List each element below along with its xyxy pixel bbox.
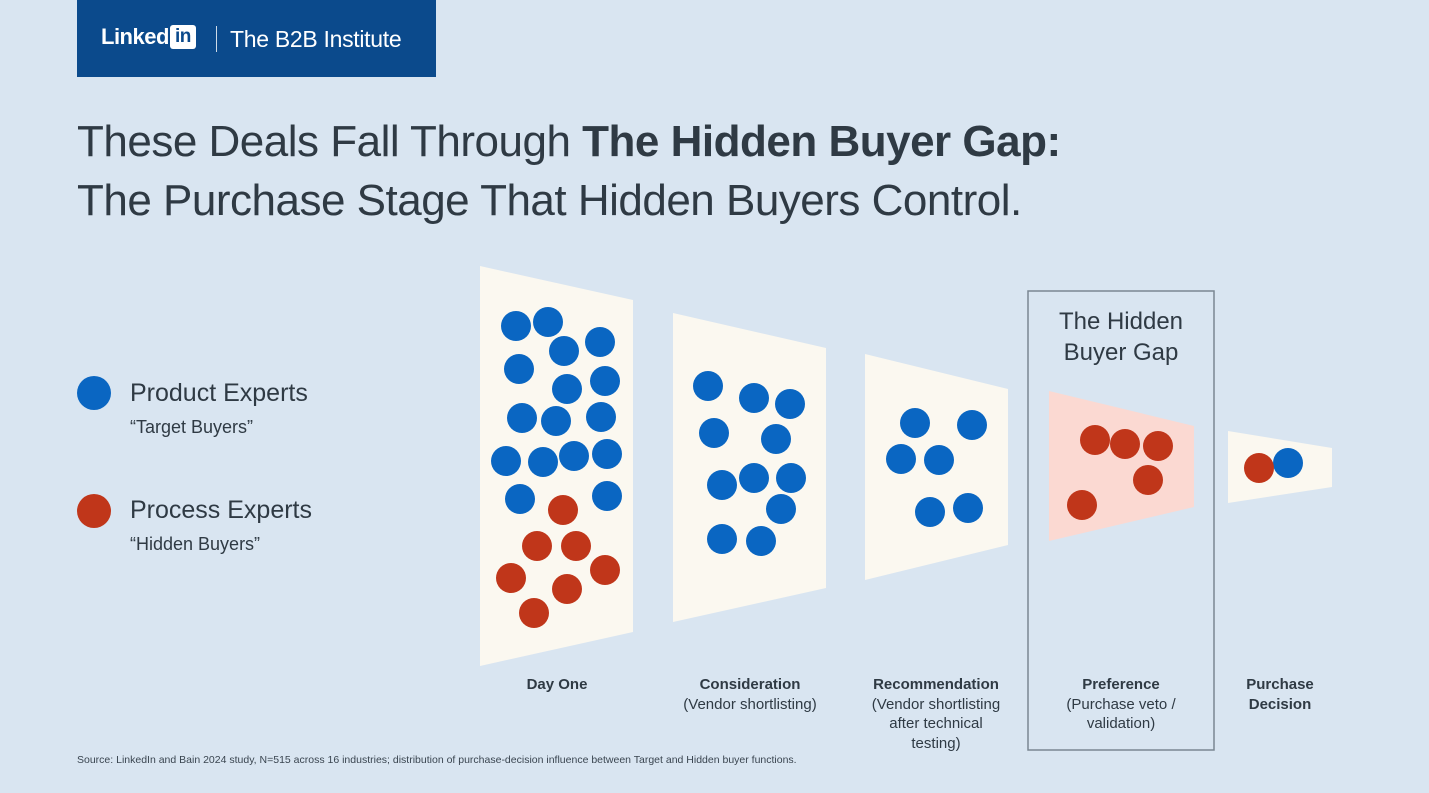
stage-label-recommendation: Recommendation (Vendor shortlisting afte… bbox=[856, 675, 1016, 753]
target-buyer-dot bbox=[915, 497, 945, 527]
legend-subtitle: “Target Buyers” bbox=[130, 417, 254, 437]
target-buyer-dot bbox=[541, 406, 571, 436]
brand-header: Linked in The B2B Institute bbox=[77, 0, 436, 77]
hidden-buyer-dot bbox=[1067, 490, 1097, 520]
target-buyer-dot bbox=[559, 441, 589, 471]
target-buyer-dot bbox=[707, 524, 737, 554]
stage-name: Consideration bbox=[699, 676, 801, 693]
target-buyer-dot bbox=[886, 444, 916, 474]
stage-name: Day One bbox=[526, 676, 588, 693]
target-buyer-dot bbox=[549, 336, 579, 366]
gap-label-line1: The Hidden bbox=[1058, 308, 1184, 335]
hidden-buyer-gap-label: The Hidden Buyer Gap bbox=[1030, 306, 1212, 368]
stage-name: Recommendation bbox=[873, 676, 999, 693]
target-buyer-dot bbox=[528, 447, 558, 477]
stage-name: Purchase bbox=[1246, 676, 1314, 693]
target-buyer-dot bbox=[507, 403, 537, 433]
target-buyer-dot bbox=[746, 526, 776, 556]
stage-detail: (Vendor shortlisting) bbox=[683, 695, 817, 713]
hidden-buyer-dot bbox=[1110, 429, 1140, 459]
hidden-buyer-dot bbox=[496, 563, 526, 593]
target-buyer-dot bbox=[900, 408, 930, 438]
stage-panel-preference bbox=[1049, 391, 1194, 541]
target-buyer-dot bbox=[505, 484, 535, 514]
stage-label-preference: Preference (Purchase veto / validation) bbox=[1041, 675, 1201, 734]
target-buyer-dot bbox=[776, 463, 806, 493]
hidden-buyer-dot bbox=[519, 598, 549, 628]
linkedin-logo: Linked in bbox=[101, 24, 196, 50]
hidden-buyer-dot bbox=[590, 555, 620, 585]
stage-label-day-one: Day One bbox=[497, 675, 617, 695]
stage-detail: (Vendor shortlisting bbox=[871, 695, 1001, 713]
target-buyer-dot bbox=[491, 446, 521, 476]
target-buyer-dot bbox=[585, 327, 615, 357]
title-line1-normal: These Deals Fall Through bbox=[77, 117, 583, 166]
product-expert-dot bbox=[77, 376, 111, 410]
brand-divider bbox=[216, 26, 217, 52]
hidden-buyer-dot bbox=[552, 574, 582, 604]
legend-subtitle: “Hidden Buyers” bbox=[130, 534, 261, 554]
stage-label-consideration: Consideration (Vendor shortlisting) bbox=[670, 675, 830, 714]
stage-name-line2: Decision bbox=[1248, 695, 1312, 713]
target-buyer-dot bbox=[761, 424, 791, 454]
hidden-buyer-dot bbox=[1080, 425, 1110, 455]
target-buyer-dot bbox=[533, 307, 563, 337]
target-buyer-dot bbox=[953, 493, 983, 523]
target-buyer-dot bbox=[592, 439, 622, 469]
target-buyer-dot bbox=[1273, 448, 1303, 478]
stage-label-purchase-decision: Purchase Decision bbox=[1220, 675, 1340, 714]
stage-name: Preference bbox=[1082, 676, 1160, 693]
stage-detail: (Purchase veto / bbox=[1066, 695, 1176, 713]
stage-detail: validation) bbox=[1086, 715, 1156, 732]
target-buyer-dot bbox=[586, 402, 616, 432]
hidden-buyer-dot bbox=[522, 531, 552, 561]
target-buyer-dot bbox=[552, 374, 582, 404]
target-buyer-dot bbox=[957, 410, 987, 440]
target-buyer-dot bbox=[739, 383, 769, 413]
process-expert-dot bbox=[77, 494, 111, 528]
hidden-buyer-dot bbox=[1133, 465, 1163, 495]
page-title: These Deals Fall Through The Hidden Buye… bbox=[77, 112, 1177, 230]
hidden-buyer-dot bbox=[548, 495, 578, 525]
target-buyer-dot bbox=[501, 311, 531, 341]
target-buyer-dot bbox=[504, 354, 534, 384]
target-buyer-dot bbox=[707, 470, 737, 500]
target-buyer-dot bbox=[693, 371, 723, 401]
target-buyer-dot bbox=[739, 463, 769, 493]
legend-title: Product Experts bbox=[130, 379, 308, 407]
source-note: Source: LinkedIn and Bain 2024 study, N=… bbox=[77, 754, 797, 766]
target-buyer-dot bbox=[775, 389, 805, 419]
target-buyer-dot bbox=[924, 445, 954, 475]
linkedin-badge: in bbox=[169, 25, 196, 49]
stage-detail: testing) bbox=[911, 734, 961, 752]
title-line2: The Purchase Stage That Hidden Buyers Co… bbox=[77, 176, 1022, 225]
legend-title: Process Experts bbox=[130, 496, 313, 524]
stage-detail: after technical bbox=[889, 715, 983, 732]
target-buyer-dot bbox=[592, 481, 622, 511]
target-buyer-dot bbox=[766, 494, 796, 524]
linkedin-wordmark: Linked bbox=[101, 24, 169, 49]
hidden-buyer-gap-box bbox=[1027, 290, 1215, 751]
target-buyer-dot bbox=[590, 366, 620, 396]
hidden-buyer-dot bbox=[1143, 431, 1173, 461]
institute-name: The B2B Institute bbox=[230, 26, 402, 52]
target-buyer-dot bbox=[699, 418, 729, 448]
hidden-buyer-dot bbox=[561, 531, 591, 561]
gap-label-line2: Buyer Gap bbox=[1063, 339, 1179, 366]
buyer-dots bbox=[491, 307, 1303, 628]
hidden-buyer-dot bbox=[1244, 453, 1274, 483]
title-line1-bold: The Hidden Buyer Gap: bbox=[582, 117, 1061, 166]
